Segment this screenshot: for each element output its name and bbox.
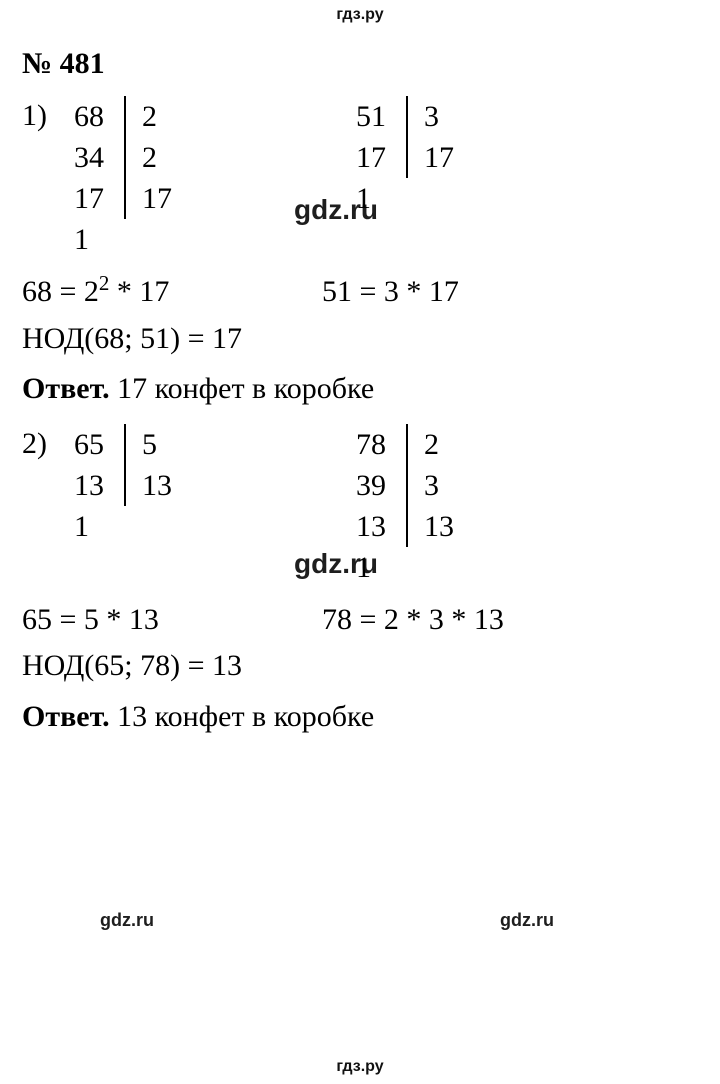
fact-cell: 65 <box>74 424 108 465</box>
eq-sup: 2 <box>99 271 110 295</box>
fact-cell: 78 <box>356 424 390 465</box>
answer-label: Ответ. <box>22 700 110 733</box>
part1-number: 1) <box>22 96 74 137</box>
factorization-65: 65 13 1 5 13 <box>74 424 176 547</box>
fact-cell: 17 <box>142 178 176 219</box>
fact-cell: 3 <box>424 96 458 137</box>
fact-cell: 1 <box>356 178 390 219</box>
equation-51: 51 = 3 * 17 <box>322 272 459 313</box>
equation-65: 65 = 5 * 13 <box>22 600 322 641</box>
fact-cell: 1 <box>74 219 108 260</box>
part1-gcd: НОД(68; 51) = 17 <box>22 319 698 360</box>
part1-factorization-row: 1) 68 34 17 1 2 2 17 51 17 1 3 1 <box>22 96 698 260</box>
part2-number: 2) <box>22 424 74 465</box>
content-area: № 481 1) 68 34 17 1 2 2 17 51 17 1 <box>0 26 720 738</box>
fact-cell: 13 <box>424 506 458 547</box>
factorization-51: 51 17 1 3 17 <box>356 96 458 219</box>
answer-text: 17 конфет в коробке <box>110 372 375 405</box>
answer-text: 13 конфет в коробке <box>110 700 375 733</box>
fact-cell: 17 <box>74 178 108 219</box>
factorization-68: 68 34 17 1 2 2 17 <box>74 96 176 260</box>
problem-title: № 481 <box>22 44 698 85</box>
part2-gcd: НОД(65; 78) = 13 <box>22 646 698 687</box>
fact-cell: 39 <box>356 465 390 506</box>
eq-text: * 17 <box>109 275 169 308</box>
equation-68: 68 = 22 * 17 <box>22 272 322 313</box>
fact-cell: 2 <box>424 424 458 465</box>
answer-label: Ответ. <box>22 372 110 405</box>
fact-cell: 17 <box>356 137 390 178</box>
fact-cell: 3 <box>424 465 458 506</box>
eq-text: 68 = 2 <box>22 275 99 308</box>
site-header: гдз.ру <box>0 0 720 26</box>
part1-answer: Ответ. 17 конфет в коробке <box>22 369 698 410</box>
equation-78: 78 = 2 * 3 * 13 <box>322 600 504 641</box>
part2-factorization-row: 2) 65 13 1 5 13 78 39 13 1 2 3 1 <box>22 424 698 588</box>
fact-cell: 13 <box>142 465 176 506</box>
fact-cell: 68 <box>74 96 108 137</box>
fact-cell: 2 <box>142 137 176 178</box>
fact-cell: 1 <box>74 506 108 547</box>
fact-cell: 1 <box>356 547 390 588</box>
part1-equations: 68 = 22 * 17 51 = 3 * 17 <box>22 272 698 313</box>
factorization-78: 78 39 13 1 2 3 13 <box>356 424 458 588</box>
fact-cell: 13 <box>74 465 108 506</box>
watermark: gdz.ru <box>500 908 554 932</box>
fact-cell: 17 <box>424 137 458 178</box>
part2-answer: Ответ. 13 конфет в коробке <box>22 697 698 738</box>
fact-cell: 2 <box>142 96 176 137</box>
fact-cell: 5 <box>142 424 176 465</box>
site-footer: гдз.ру <box>0 1056 720 1078</box>
fact-cell: 34 <box>74 137 108 178</box>
fact-cell: 51 <box>356 96 390 137</box>
watermark: gdz.ru <box>100 908 154 932</box>
part2-equations: 65 = 5 * 13 78 = 2 * 3 * 13 <box>22 600 698 641</box>
fact-cell: 13 <box>356 506 390 547</box>
